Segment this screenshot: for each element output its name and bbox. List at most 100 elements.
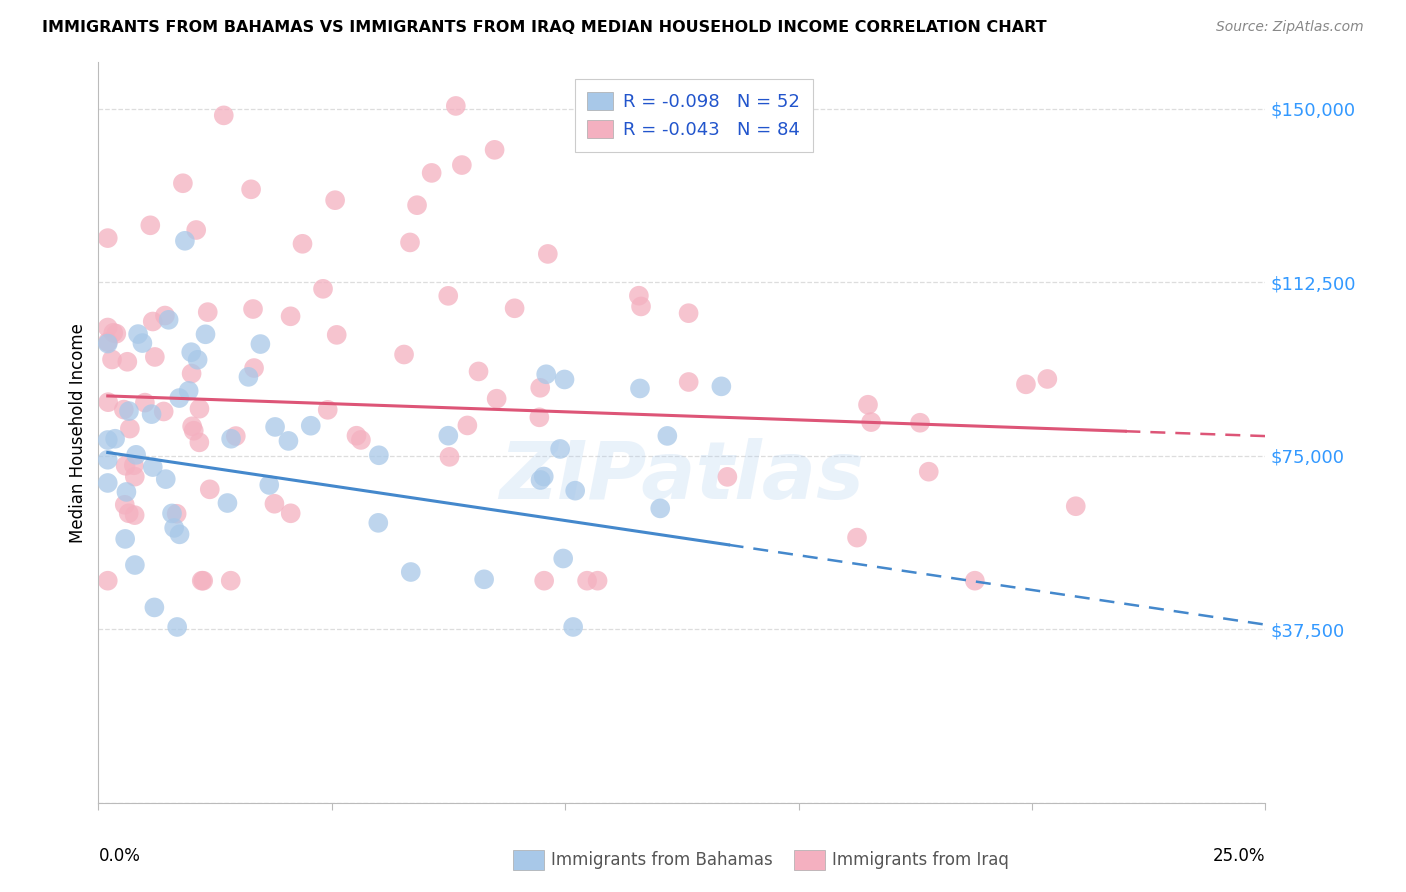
Point <box>172 176 194 190</box>
Point <box>312 282 335 296</box>
Point <box>1036 372 1059 386</box>
Point <box>240 182 263 196</box>
Point <box>263 497 285 511</box>
Point <box>153 309 176 323</box>
Point <box>291 236 314 251</box>
Point <box>127 327 149 342</box>
Point <box>399 565 422 579</box>
Point <box>627 288 650 302</box>
Point <box>846 531 869 545</box>
Point <box>277 434 299 448</box>
Point <box>238 369 260 384</box>
Point <box>219 432 242 446</box>
Point <box>323 193 346 207</box>
Point <box>139 219 162 233</box>
Point <box>97 452 120 467</box>
Point <box>399 235 422 250</box>
Point <box>152 404 174 418</box>
Point <box>188 435 211 450</box>
Point <box>346 428 368 442</box>
Point <box>194 327 217 342</box>
Point <box>97 433 120 447</box>
Point <box>257 478 280 492</box>
Point <box>678 306 700 320</box>
Point <box>484 143 506 157</box>
Point <box>472 572 495 586</box>
Point <box>143 350 166 364</box>
Point <box>115 484 138 499</box>
Point <box>467 364 489 378</box>
Point <box>124 558 146 572</box>
Point <box>97 395 120 409</box>
Point <box>101 352 124 367</box>
Point <box>437 428 460 442</box>
Point <box>186 223 208 237</box>
Point <box>118 506 141 520</box>
Point <box>537 247 560 261</box>
Point <box>264 420 287 434</box>
Point <box>860 415 883 429</box>
Point <box>908 416 931 430</box>
Point <box>420 166 443 180</box>
Point <box>243 361 266 376</box>
Point <box>183 424 205 438</box>
Legend: R = -0.098   N = 52, R = -0.043   N = 84: R = -0.098 N = 52, R = -0.043 N = 84 <box>575 78 813 152</box>
Point <box>918 465 941 479</box>
Point <box>367 516 389 530</box>
Point <box>367 448 389 462</box>
Point <box>242 301 264 316</box>
Point <box>105 326 128 341</box>
Point <box>212 108 235 122</box>
Point <box>114 532 136 546</box>
Point <box>439 450 461 464</box>
Point <box>169 527 191 541</box>
Point <box>503 301 526 316</box>
Point <box>131 336 153 351</box>
Point <box>963 574 986 588</box>
Point <box>118 421 141 435</box>
Point <box>117 355 139 369</box>
Point <box>534 368 557 382</box>
Point <box>181 419 204 434</box>
Point <box>169 391 191 405</box>
Point <box>392 347 415 361</box>
Text: 25.0%: 25.0% <box>1213 847 1265 865</box>
Point <box>576 574 599 588</box>
Point <box>586 574 609 588</box>
Point <box>710 379 733 393</box>
Point <box>533 469 555 483</box>
Point <box>103 326 125 340</box>
Point <box>166 620 188 634</box>
Point <box>155 472 177 486</box>
Point <box>174 234 197 248</box>
Text: Immigrants from Iraq: Immigrants from Iraq <box>832 851 1010 869</box>
Point <box>134 395 156 409</box>
Point <box>650 501 672 516</box>
Point <box>193 574 215 588</box>
Point <box>104 432 127 446</box>
Point <box>856 398 879 412</box>
Point <box>1064 500 1087 514</box>
Point <box>97 574 120 588</box>
Point <box>160 507 183 521</box>
Point <box>444 99 467 113</box>
Point <box>177 384 200 398</box>
Point <box>163 521 186 535</box>
Point <box>143 600 166 615</box>
Point <box>142 460 165 475</box>
Point <box>124 469 146 483</box>
Point <box>533 574 555 588</box>
Point <box>125 448 148 462</box>
Text: ZIPatlas: ZIPatlas <box>499 438 865 516</box>
Point <box>529 473 551 487</box>
Point <box>657 429 679 443</box>
Point <box>437 289 460 303</box>
Point <box>630 300 652 314</box>
Point <box>450 158 472 172</box>
Point <box>529 410 551 425</box>
Point <box>456 418 478 433</box>
Point <box>190 574 212 588</box>
Point <box>112 402 135 417</box>
Point <box>180 345 202 359</box>
Point <box>1015 377 1038 392</box>
